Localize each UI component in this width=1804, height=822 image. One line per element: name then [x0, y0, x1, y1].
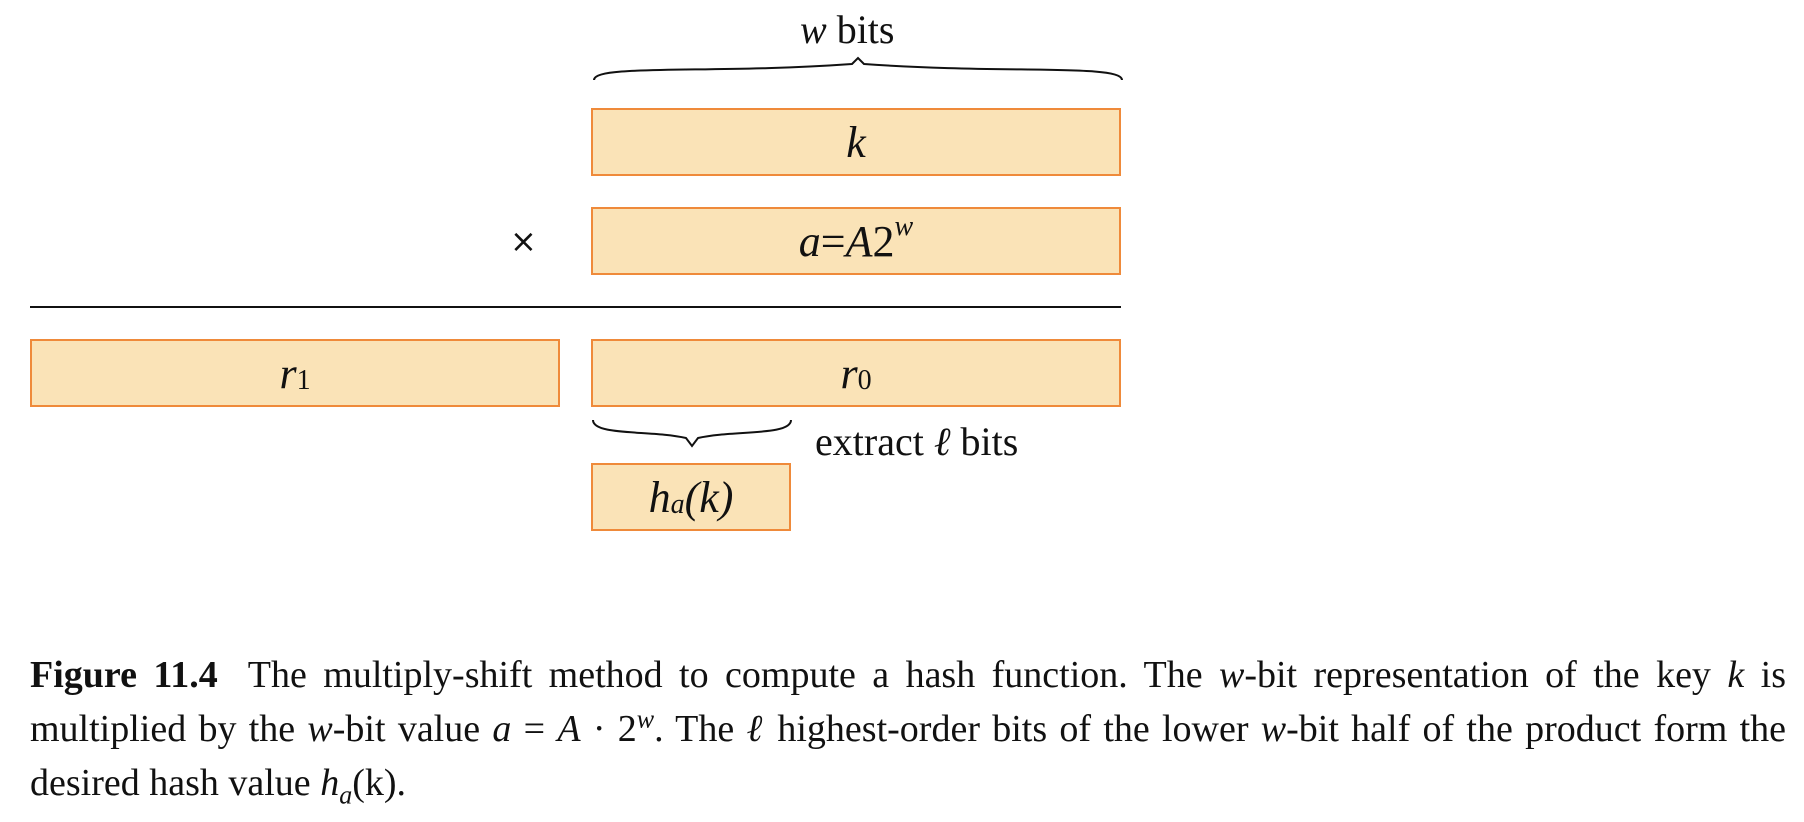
A-constant: A: [845, 216, 873, 266]
caption-text-5: =: [511, 708, 558, 750]
h-subscript: a: [670, 489, 685, 520]
caption-text-6: · 2: [580, 708, 637, 750]
extract-brace: [592, 419, 792, 448]
caption-ell: ℓ: [746, 708, 766, 750]
caption-text-10: (k).: [352, 762, 406, 804]
caption-A: A: [557, 708, 581, 750]
caption-text-7: . The: [654, 708, 747, 750]
caption-w-3: w: [1260, 708, 1287, 750]
caption-a: a: [492, 708, 512, 750]
ell-symbol: ℓ: [933, 419, 951, 464]
w-bits-label: w bits: [800, 6, 894, 53]
caption-h-sub: a: [339, 780, 353, 810]
a-variable: a: [798, 216, 821, 266]
r1-base: r: [279, 348, 297, 398]
key-k-box: k: [591, 108, 1121, 176]
caption-text-9: -bit half of the product form the desire…: [30, 708, 1787, 804]
extract-label: extract ℓ bits: [815, 418, 1018, 465]
caption-text-2: -bit representation of the key: [1244, 654, 1728, 696]
w-exponent: w: [894, 211, 914, 242]
caption-w-2: w: [307, 708, 333, 750]
product-rule: [30, 306, 1121, 308]
extract-bits-text: bits: [950, 419, 1019, 464]
h-argument: (k): [684, 472, 734, 522]
key-k-label: k: [846, 117, 866, 167]
caption-k: k: [1727, 654, 1745, 696]
caption-sup-w: w: [636, 704, 655, 734]
top-brace: [593, 56, 1123, 81]
r1-subscript: 1: [296, 365, 311, 396]
hash-value-box: h a (k): [591, 463, 791, 531]
r0-base: r: [840, 348, 858, 398]
two-base: 2: [872, 216, 895, 266]
multiply-sign: ×: [510, 222, 537, 260]
extract-text: extract: [815, 419, 934, 464]
bits-text: bits: [826, 7, 895, 52]
r0-subscript: 0: [857, 365, 872, 396]
caption-text-3: is multiplied by the: [30, 654, 1786, 750]
caption-text-1: The multiply-shift method to compute a h…: [247, 654, 1219, 696]
caption-text-8: highest-order bits of the lower: [765, 708, 1261, 750]
w-variable: w: [800, 7, 827, 52]
equals-sign: =: [820, 216, 846, 266]
figure-caption: Figure 11.4 The multiply-shift method to …: [30, 648, 1786, 810]
caption-text-4: -bit value: [332, 708, 493, 750]
caption-h: h: [320, 762, 340, 804]
figure-label: Figure 11.4: [30, 654, 218, 696]
caption-w-1: w: [1218, 654, 1245, 696]
h-base: h: [648, 472, 671, 522]
